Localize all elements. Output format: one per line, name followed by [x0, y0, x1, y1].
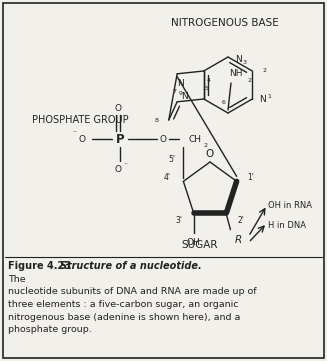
Text: O: O	[206, 149, 214, 159]
Text: Figure 4.23: Figure 4.23	[8, 261, 71, 271]
Text: N: N	[259, 95, 266, 104]
Text: 2: 2	[203, 143, 207, 148]
Text: NH: NH	[229, 69, 243, 78]
Text: 2': 2'	[237, 216, 244, 225]
Text: 7: 7	[172, 89, 176, 94]
Text: N: N	[181, 92, 187, 101]
Text: ⁻: ⁻	[123, 160, 127, 169]
Text: N: N	[177, 79, 183, 88]
Text: O: O	[160, 135, 167, 144]
Text: 5: 5	[205, 87, 209, 91]
Text: NITROGENOUS BASE: NITROGENOUS BASE	[171, 18, 279, 28]
Text: 3: 3	[243, 60, 247, 65]
Text: 3': 3'	[175, 216, 182, 225]
Text: O: O	[114, 104, 122, 113]
Text: R: R	[235, 235, 242, 245]
Text: 2: 2	[247, 78, 251, 83]
Text: Structure of a nucleotide.: Structure of a nucleotide.	[60, 261, 202, 271]
Text: H in DNA: H in DNA	[268, 221, 306, 230]
Text: 6: 6	[222, 100, 226, 105]
Text: CH: CH	[189, 135, 202, 144]
Text: 1: 1	[267, 93, 271, 99]
Text: P: P	[116, 133, 124, 146]
Text: O: O	[78, 135, 85, 144]
Text: SUGAR: SUGAR	[182, 240, 218, 250]
Text: ⁻: ⁻	[72, 128, 76, 137]
Text: 2: 2	[262, 69, 266, 74]
Text: 1': 1'	[247, 173, 254, 182]
Text: OH in RNA: OH in RNA	[268, 200, 312, 209]
Text: 9: 9	[178, 91, 182, 96]
Text: The
nucleotide subunits of DNA and RNA are made up of
three elements : a five-ca: The nucleotide subunits of DNA and RNA a…	[8, 275, 257, 334]
Text: 4': 4'	[164, 173, 171, 182]
Text: PHOSPHATE GROUP: PHOSPHATE GROUP	[32, 115, 128, 125]
Text: 4: 4	[207, 78, 211, 83]
Text: N: N	[235, 55, 241, 64]
Text: O: O	[114, 165, 122, 174]
Text: OH: OH	[187, 238, 200, 247]
Text: 8: 8	[155, 117, 159, 122]
Text: 5': 5'	[168, 155, 175, 164]
